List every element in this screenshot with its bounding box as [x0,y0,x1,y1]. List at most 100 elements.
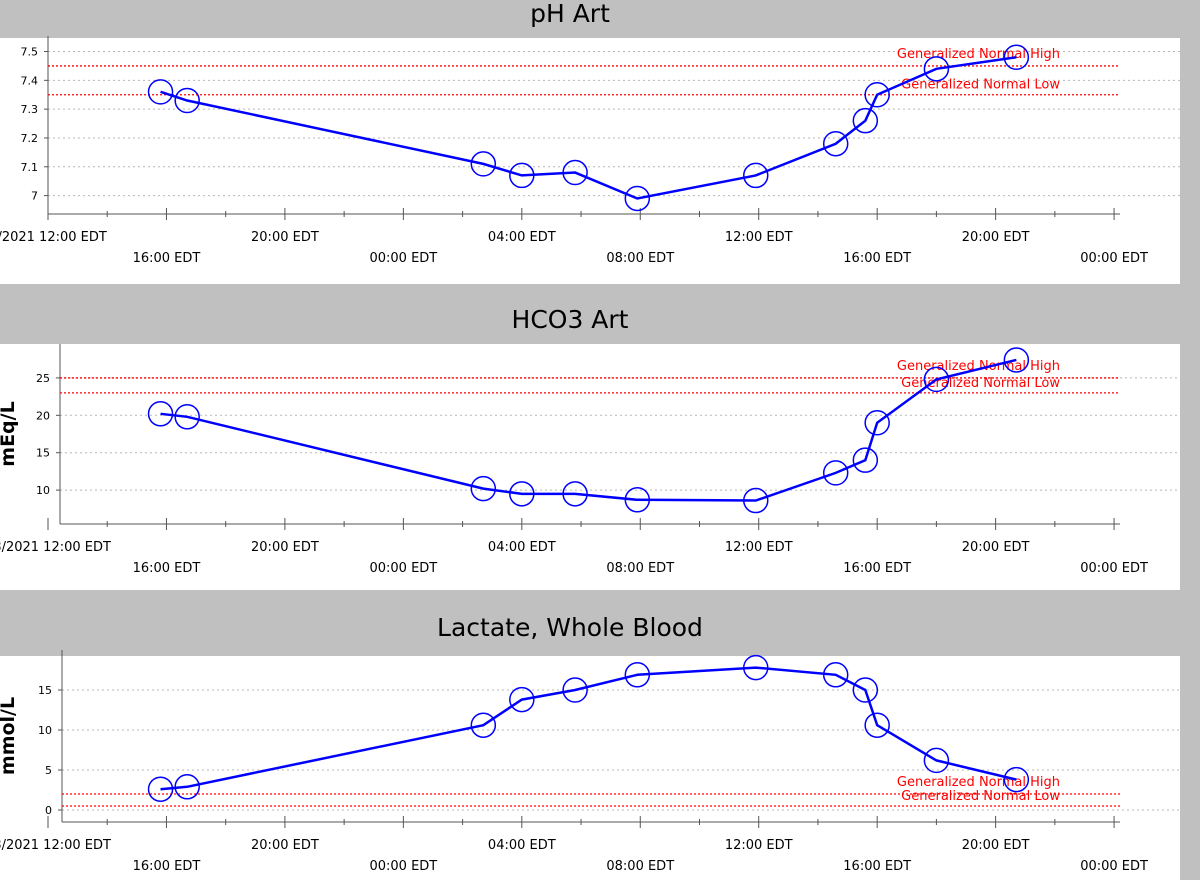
data-point [147,79,174,105]
data-point [852,107,879,134]
data-point [470,712,497,738]
x-tick-label: 12:00 EDT [725,838,793,853]
chart-panel-ph: pH Art 7 7.1 7.2 7.3 7.4 7.5 3/2021 12:00 EDT 2… [0,0,1200,290]
x-tick-label: 20:00 EDT [251,230,319,245]
x-tick-label: 16:00 EDT [843,561,911,576]
x-tick-label: 13/2021 12:00 EDT [0,838,111,853]
y-tick-label: 7.1 [21,161,39,174]
data-point [470,475,497,502]
y-tick-label: 15 [36,447,50,460]
reference-line-label: Generalized Normal Low [901,789,1060,804]
data-point [509,686,535,713]
x-tick-label: 04:00 EDT [488,540,556,555]
data-point [562,677,588,703]
y-tick-label: 5 [45,764,52,777]
chart-title: Lactate, Whole Blood [437,613,703,642]
plot-area [0,38,1180,284]
x-tick-label: 12:00 EDT [725,230,793,245]
y-axis-label: mmol/L [0,697,19,775]
data-point [1003,766,1030,793]
chart-panel-hco3: HCO3 Art mEq/L 10 15 20 25 13/2021 12:00 EDT 2… [0,296,1200,592]
reference-line-label: Generalized Normal High [897,47,1060,62]
x-tick-label: 08:00 EDT [606,561,674,576]
data-point [864,81,890,108]
data-point [1003,347,1030,373]
data-point [147,776,174,802]
data-point [174,774,200,800]
x-tick-label: 3/2021 12:00 EDT [0,230,107,245]
x-tick-label: 13/2021 12:00 EDT [0,540,111,555]
y-tick-label: 10 [38,724,52,737]
x-tick-label: 08:00 EDT [606,251,674,266]
data-point [562,159,588,186]
y-tick-label: 25 [36,372,50,385]
chart-svg-hco3: mEq/L 10 15 20 25 13/2021 12:00 EDT 20:00 EDT 0… [0,344,1180,590]
x-tick-label: 16:00 EDT [843,251,911,266]
chart-title: pH Art [530,0,610,28]
x-tick-label: 16:00 EDT [843,859,911,874]
x-tick-label: 00:00 EDT [1080,859,1148,874]
reference-line-label: Generalized Normal High [897,775,1060,790]
y-tick-label: 7 [31,190,38,203]
data-point [509,162,535,189]
data-point [923,366,950,393]
x-tick-label: 00:00 EDT [1080,561,1148,576]
data-point [1003,44,1030,71]
data-point [923,747,950,774]
x-tick-label: 16:00 EDT [133,859,201,874]
y-tick-label: 10 [36,484,50,497]
chart-title: HCO3 Art [511,305,629,334]
data-point [743,162,769,189]
data-point [509,481,535,507]
x-tick-label: 00:00 EDT [1080,251,1148,266]
data-point [743,487,769,514]
x-tick-label: 04:00 EDT [488,230,556,245]
x-tick-label: 16:00 EDT [133,561,201,576]
x-tick-label: 20:00 EDT [962,838,1030,853]
data-point [822,460,849,486]
plot-area [0,344,1180,590]
data-point [923,56,950,82]
y-tick-label: 15 [38,684,52,697]
x-tick-label: 00:00 EDT [369,251,437,266]
x-tick-label: 00:00 EDT [369,561,437,576]
reference-line-label: Generalized Normal Low [901,376,1060,391]
data-point [147,401,174,427]
chart-svg-lactate: mmol/L 0 5 10 15 13/2021 12:00 EDT 20:00 EDT 04… [0,650,1180,880]
y-tick-label: 20 [36,409,50,422]
data-point [624,487,651,513]
data-point [864,712,890,738]
y-tick-label: 7.3 [21,103,39,116]
series-line [160,56,1017,200]
data-point [822,662,849,688]
x-tick-label: 20:00 EDT [251,540,319,555]
data-point [562,481,588,507]
x-tick-label: 04:00 EDT [488,838,556,853]
x-tick-label: 20:00 EDT [962,540,1030,555]
data-point [624,185,651,212]
x-tick-label: 00:00 EDT [369,859,437,874]
x-tick-label: 20:00 EDT [251,838,319,853]
reference-line-label: Generalized Normal High [897,359,1060,374]
data-point [852,447,879,473]
x-tick-label: 16:00 EDT [133,251,201,266]
plot-area [0,656,1180,880]
data-point [470,151,497,177]
data-point [864,410,890,436]
x-tick-label: 20:00 EDT [962,230,1030,245]
y-tick-label: 7.5 [21,46,39,59]
data-point [624,662,651,688]
x-tick-label: 12:00 EDT [725,540,793,555]
y-tick-label: 0 [45,804,52,817]
y-tick-label: 7.4 [21,74,39,87]
x-tick-label: 08:00 EDT [606,859,674,874]
data-point [743,654,769,681]
data-point [174,404,200,430]
chart-panel-lactate: Lactate, Whole Blood mmol/L 0 5 10 15 13/2021… [0,600,1200,880]
y-tick-label: 7.2 [21,132,39,145]
reference-line-label: Generalized Normal Low [901,78,1060,93]
data-point [852,677,879,703]
y-axis-label: mEq/L [0,401,19,466]
data-point [822,130,849,157]
data-point [174,87,200,114]
